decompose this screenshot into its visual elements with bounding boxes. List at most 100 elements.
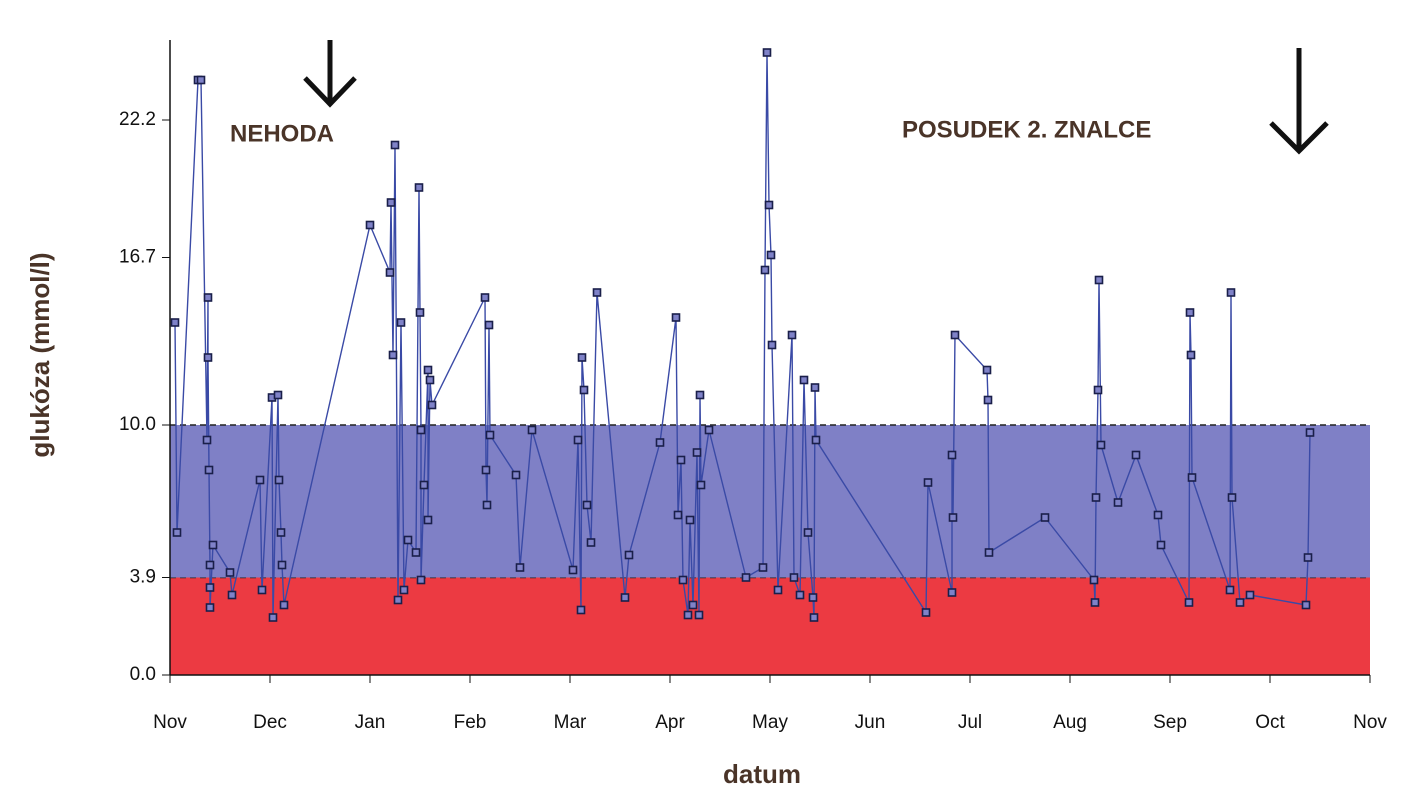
arrow <box>1269 48 1329 155</box>
data-point <box>1184 598 1194 607</box>
band <box>170 425 1370 578</box>
data-point <box>1185 308 1195 317</box>
data-point <box>950 330 960 340</box>
data-point <box>1153 510 1163 520</box>
data-point <box>758 563 768 572</box>
x-tick-label: Dec <box>253 712 287 733</box>
x-tick-label: Jun <box>855 712 886 733</box>
data-point <box>803 528 813 537</box>
data-point <box>688 600 698 610</box>
data-point <box>586 538 596 547</box>
data-point <box>799 375 809 385</box>
data-point <box>795 590 805 600</box>
data-point <box>676 455 686 465</box>
data-point <box>481 465 491 475</box>
data-point <box>255 475 265 485</box>
y-tick-label: 16.7 <box>119 247 156 268</box>
annotation: POSUDEK 2. ZNALCE <box>902 116 1151 143</box>
data-point <box>683 610 693 620</box>
data-point <box>393 595 403 605</box>
data-point <box>766 250 776 260</box>
band <box>170 577 1370 675</box>
data-point <box>388 350 398 360</box>
data-point <box>515 563 525 572</box>
data-point <box>482 500 492 510</box>
data-point <box>811 435 821 445</box>
x-tick-label: May <box>752 712 788 733</box>
data-point <box>279 600 289 610</box>
data-point <box>1226 288 1236 297</box>
data-point <box>1301 600 1311 610</box>
data-point <box>1093 385 1103 395</box>
data-point <box>579 385 589 395</box>
data-point <box>276 528 286 537</box>
data-point <box>573 435 583 445</box>
data-point <box>1096 440 1106 450</box>
y-tick-label: 3.9 <box>130 567 156 588</box>
data-point <box>484 320 494 330</box>
data-point <box>399 585 409 595</box>
data-point <box>947 450 957 460</box>
data-point <box>1235 598 1245 607</box>
data-point <box>386 198 396 207</box>
data-point <box>1187 473 1197 482</box>
data-point <box>196 75 206 85</box>
data-point <box>704 425 714 435</box>
data-point <box>414 183 424 192</box>
data-point <box>203 293 213 302</box>
data-point <box>511 470 521 480</box>
data-point <box>205 603 215 612</box>
data-point <box>274 475 284 485</box>
arrow <box>303 40 357 108</box>
data-point <box>948 513 958 522</box>
data-point <box>172 528 182 537</box>
data-point <box>655 438 665 447</box>
data-point <box>568 565 578 575</box>
data-point <box>692 448 702 457</box>
x-tick-label: Jan <box>355 712 386 733</box>
x-tick-label: Jul <box>958 712 982 733</box>
plot <box>170 48 1315 622</box>
data-point <box>205 560 215 570</box>
data-point <box>577 353 587 362</box>
data-point <box>403 535 413 545</box>
data-point <box>741 573 751 582</box>
y-axis-title: glukóza (mmol/l) <box>25 252 55 457</box>
data-point <box>695 390 705 400</box>
data-point <box>923 478 933 487</box>
data-point <box>947 588 957 597</box>
data-point <box>204 465 214 475</box>
data-point <box>416 425 426 435</box>
data-point <box>983 395 993 405</box>
x-tick-label: Sep <box>1153 712 1187 733</box>
x-tick-label: Mar <box>554 712 587 733</box>
data-point <box>673 510 683 520</box>
data-point <box>1305 428 1315 437</box>
data-point <box>982 365 992 375</box>
data-point <box>789 573 799 582</box>
data-point <box>764 200 774 210</box>
data-point <box>1156 540 1166 550</box>
x-tick-label: Aug <box>1053 712 1087 733</box>
data-point <box>685 515 695 525</box>
x-axis-title: datum <box>723 759 801 789</box>
data-point <box>1091 493 1101 502</box>
x-tick-label: Nov <box>153 712 187 733</box>
data-point <box>527 425 537 435</box>
data-point <box>1186 350 1196 360</box>
data-point <box>576 605 586 615</box>
data-point <box>416 575 426 585</box>
data-point <box>205 583 215 592</box>
x-tick-label: Oct <box>1255 712 1285 733</box>
data-point <box>671 313 681 322</box>
data-point <box>277 560 287 570</box>
data-point <box>480 293 490 302</box>
data-point <box>1040 513 1050 522</box>
data-point <box>268 613 278 622</box>
data-point <box>1227 493 1237 502</box>
data-point <box>411 548 421 557</box>
data-point <box>1113 498 1123 507</box>
data-point <box>425 375 435 385</box>
data-point <box>921 608 931 617</box>
